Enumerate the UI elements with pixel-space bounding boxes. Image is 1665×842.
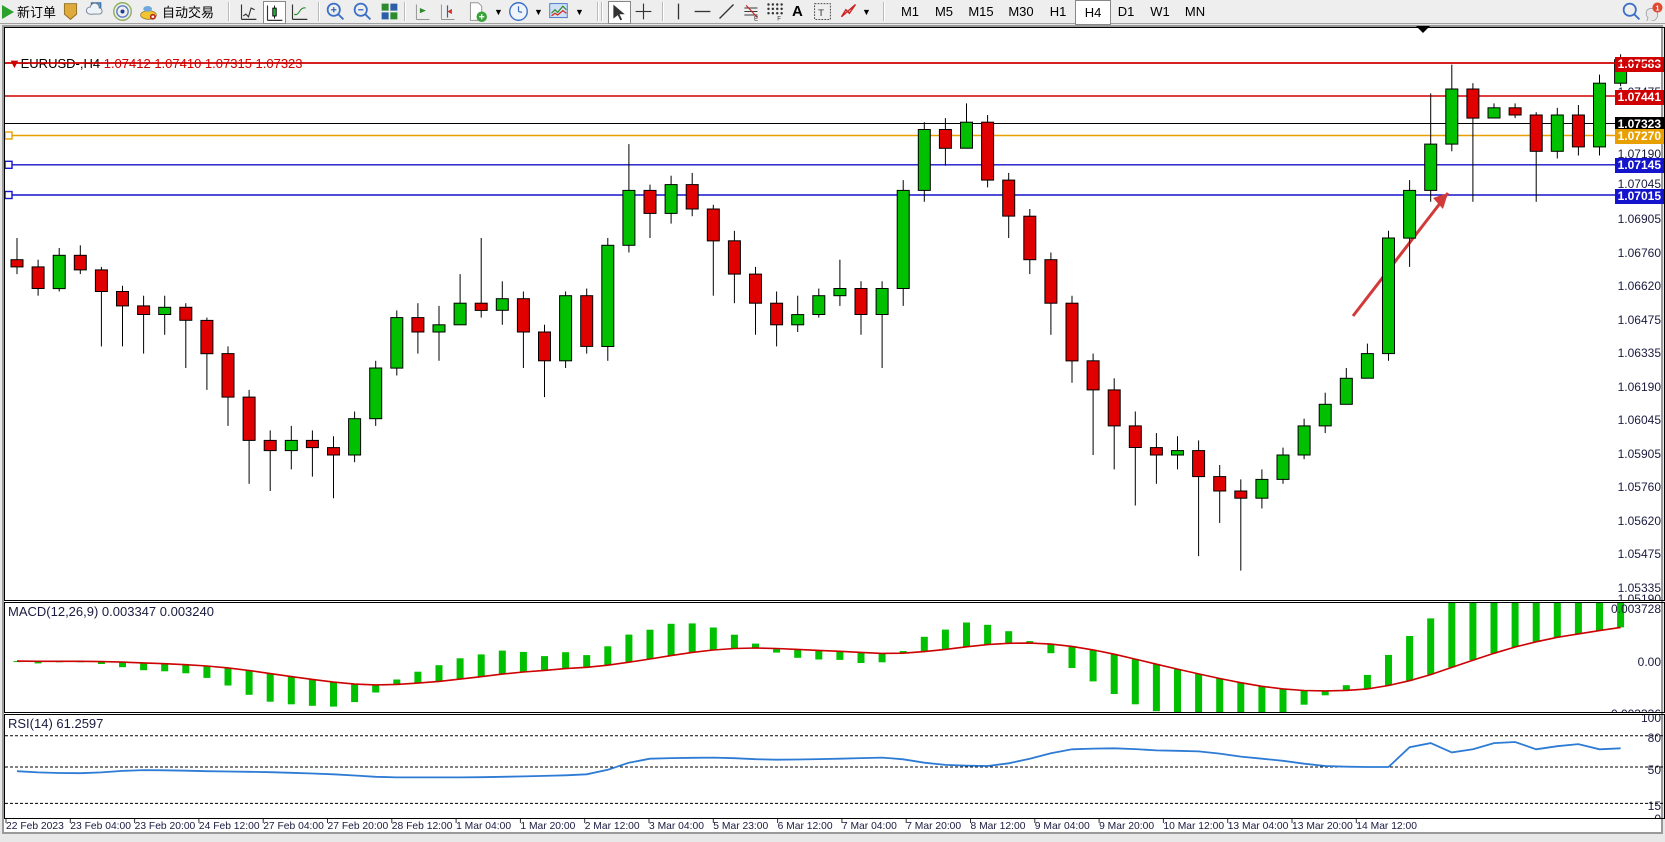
svg-text:T: T [818, 8, 824, 19]
svg-text:E: E [754, 15, 758, 22]
svg-text:1: 1 [1655, 5, 1659, 13]
svg-text:F: F [777, 15, 781, 22]
